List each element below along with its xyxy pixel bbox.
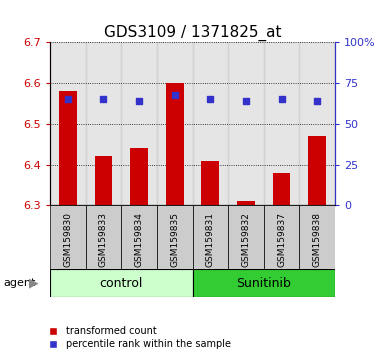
Text: GSM159830: GSM159830 bbox=[64, 212, 72, 267]
Bar bbox=[157, 42, 192, 205]
Legend: transformed count, percentile rank within the sample: transformed count, percentile rank withi… bbox=[44, 326, 231, 349]
Bar bbox=[237, 201, 255, 205]
Bar bbox=[95, 156, 112, 205]
Bar bbox=[157, 205, 192, 269]
Text: agent: agent bbox=[4, 278, 36, 288]
Bar bbox=[59, 91, 77, 205]
Bar bbox=[192, 269, 335, 297]
Bar bbox=[85, 42, 121, 205]
Bar bbox=[166, 83, 184, 205]
Bar bbox=[50, 269, 192, 297]
Bar bbox=[50, 42, 85, 205]
Text: control: control bbox=[100, 277, 143, 290]
Bar bbox=[300, 42, 335, 205]
Point bbox=[207, 97, 213, 102]
Bar bbox=[192, 42, 228, 205]
Text: GSM159834: GSM159834 bbox=[135, 212, 144, 267]
Text: ▶: ▶ bbox=[29, 277, 38, 290]
Text: GSM159838: GSM159838 bbox=[313, 212, 321, 267]
Bar bbox=[121, 42, 157, 205]
Point bbox=[243, 98, 249, 104]
Bar bbox=[85, 205, 121, 269]
Bar bbox=[300, 205, 335, 269]
Bar bbox=[264, 205, 300, 269]
Text: GSM159833: GSM159833 bbox=[99, 212, 108, 267]
Bar bbox=[201, 161, 219, 205]
Title: GDS3109 / 1371825_at: GDS3109 / 1371825_at bbox=[104, 25, 281, 41]
Text: GSM159835: GSM159835 bbox=[170, 212, 179, 267]
Text: Sunitinib: Sunitinib bbox=[236, 277, 291, 290]
Bar bbox=[50, 205, 85, 269]
Bar bbox=[121, 205, 157, 269]
Text: GSM159832: GSM159832 bbox=[241, 212, 250, 267]
Bar bbox=[264, 42, 300, 205]
Point bbox=[172, 92, 178, 97]
Point bbox=[65, 97, 71, 102]
Point bbox=[100, 97, 107, 102]
Point bbox=[278, 97, 285, 102]
Bar bbox=[192, 205, 228, 269]
Bar bbox=[228, 205, 264, 269]
Point bbox=[314, 98, 320, 104]
Point bbox=[136, 98, 142, 104]
Bar bbox=[273, 173, 290, 205]
Bar bbox=[228, 42, 264, 205]
Text: GSM159831: GSM159831 bbox=[206, 212, 215, 267]
Bar bbox=[308, 136, 326, 205]
Text: GSM159837: GSM159837 bbox=[277, 212, 286, 267]
Bar bbox=[130, 148, 148, 205]
